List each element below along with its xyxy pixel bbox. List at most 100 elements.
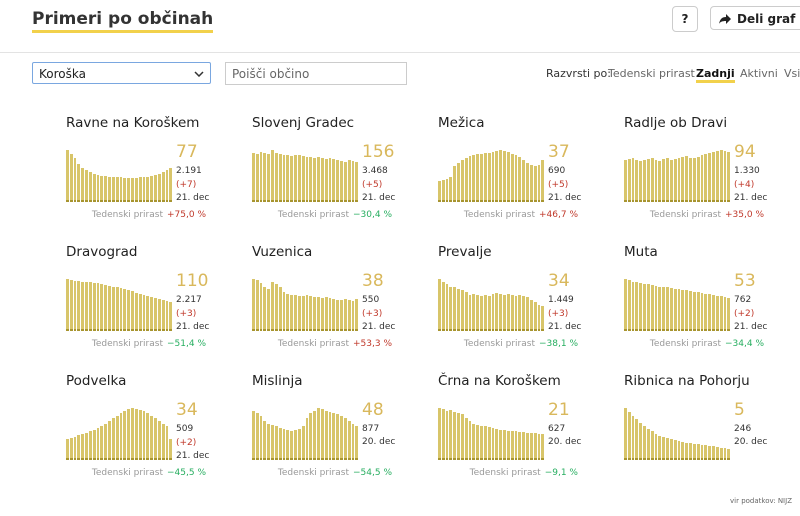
bar: [282, 154, 286, 202]
bar: [681, 442, 685, 460]
bar: [290, 156, 294, 202]
bar: [294, 429, 297, 460]
bar: [464, 418, 468, 460]
bar-chart: [438, 408, 545, 460]
date: 21. dec: [362, 193, 396, 203]
growth-value: −38,1 %: [539, 339, 578, 349]
share-icon: [719, 14, 731, 24]
bar: [138, 410, 142, 460]
total-count: 246: [734, 424, 752, 434]
bar: [510, 294, 514, 331]
bar: [127, 409, 131, 460]
growth-label: Tedenski prirast: [463, 210, 535, 220]
bar: [719, 150, 723, 202]
bar: [453, 165, 457, 202]
bar: [495, 428, 499, 460]
municipality-name: Mežica: [438, 115, 485, 131]
bar: [514, 431, 518, 460]
weekly-growth: Tedenski prirast +53,3 %: [252, 339, 392, 349]
bar: [77, 435, 81, 460]
bar: [66, 439, 69, 460]
municipality-card: Podvelka 34 509 (+2) 21. dec Tedenski prirast…: [66, 373, 226, 483]
bar: [154, 418, 157, 460]
bar: [134, 292, 138, 331]
bar: [317, 408, 320, 460]
municipality-name: Črna na Koroškem: [438, 373, 561, 389]
bar: [92, 173, 96, 202]
bar: [127, 290, 131, 331]
bar: [278, 153, 282, 202]
bar: [708, 153, 712, 202]
bar: [169, 301, 173, 331]
search-input[interactable]: Poišči občino: [225, 62, 407, 85]
weekly-growth: Tedenski prirast −45,5 %: [66, 468, 206, 478]
total-count: 1.330: [734, 166, 760, 176]
bar: [271, 424, 274, 460]
bar: [252, 279, 255, 331]
help-button[interactable]: ?: [672, 6, 698, 32]
bar: [81, 434, 85, 460]
bar: [514, 295, 518, 331]
bar: [692, 158, 696, 202]
bar: [708, 445, 712, 460]
bar: [510, 431, 514, 460]
bar: [263, 286, 267, 331]
bar: [529, 299, 533, 331]
bar: [441, 409, 445, 460]
bar: [476, 424, 480, 460]
bar: [69, 280, 73, 331]
bar: [643, 284, 646, 331]
bar-chart: [624, 408, 731, 460]
bar: [635, 419, 639, 460]
bar: [495, 151, 499, 202]
bar: [438, 408, 441, 460]
municipality-name: Slovenj Gradec: [252, 115, 355, 131]
bar: [252, 152, 255, 202]
bar: [445, 410, 449, 460]
bar: [468, 294, 472, 331]
growth-label: Tedenski prirast: [277, 339, 349, 349]
bar: [685, 290, 689, 331]
daily-change: (+3): [548, 309, 569, 319]
bar: [169, 439, 173, 460]
bar: [297, 295, 301, 331]
share-button[interactable]: Deli graf na: [710, 6, 800, 30]
bar: [445, 178, 449, 202]
bar: [506, 152, 510, 202]
bar: [704, 445, 708, 460]
bar: [73, 158, 77, 202]
bar: [483, 153, 487, 202]
sort-option[interactable]: Vsi: [784, 67, 800, 80]
bar: [305, 156, 309, 202]
bar: [320, 409, 324, 460]
bar: [320, 158, 324, 202]
bar: [654, 434, 658, 460]
bar: [301, 156, 305, 202]
bar: [669, 160, 673, 202]
bar: [157, 421, 161, 460]
bar: [324, 410, 328, 460]
total-count: 627: [548, 424, 566, 434]
sort-option[interactable]: Tedenski prirast: [608, 67, 695, 80]
bar: [297, 155, 301, 202]
dropdown-arrow: [194, 71, 204, 77]
bar: [646, 159, 650, 202]
bar: [119, 288, 123, 331]
bar: [73, 281, 77, 331]
region-select[interactable]: Koroška: [32, 62, 211, 84]
bar: [150, 175, 154, 202]
bar: [522, 295, 526, 331]
bar: [468, 421, 472, 460]
bar: [480, 295, 483, 331]
sort-option[interactable]: Zadnji: [696, 67, 735, 83]
bar: [169, 168, 173, 202]
sort-option[interactable]: Aktivni: [740, 67, 778, 80]
total-count: 1.449: [548, 295, 574, 305]
bar: [518, 294, 522, 331]
weekly-growth: Tedenski prirast −34,4 %: [624, 339, 764, 349]
bar: [332, 298, 336, 331]
bar: [259, 151, 263, 202]
total-count: 550: [362, 295, 380, 305]
bar-chart: [66, 279, 173, 331]
total-count: 509: [176, 424, 194, 434]
